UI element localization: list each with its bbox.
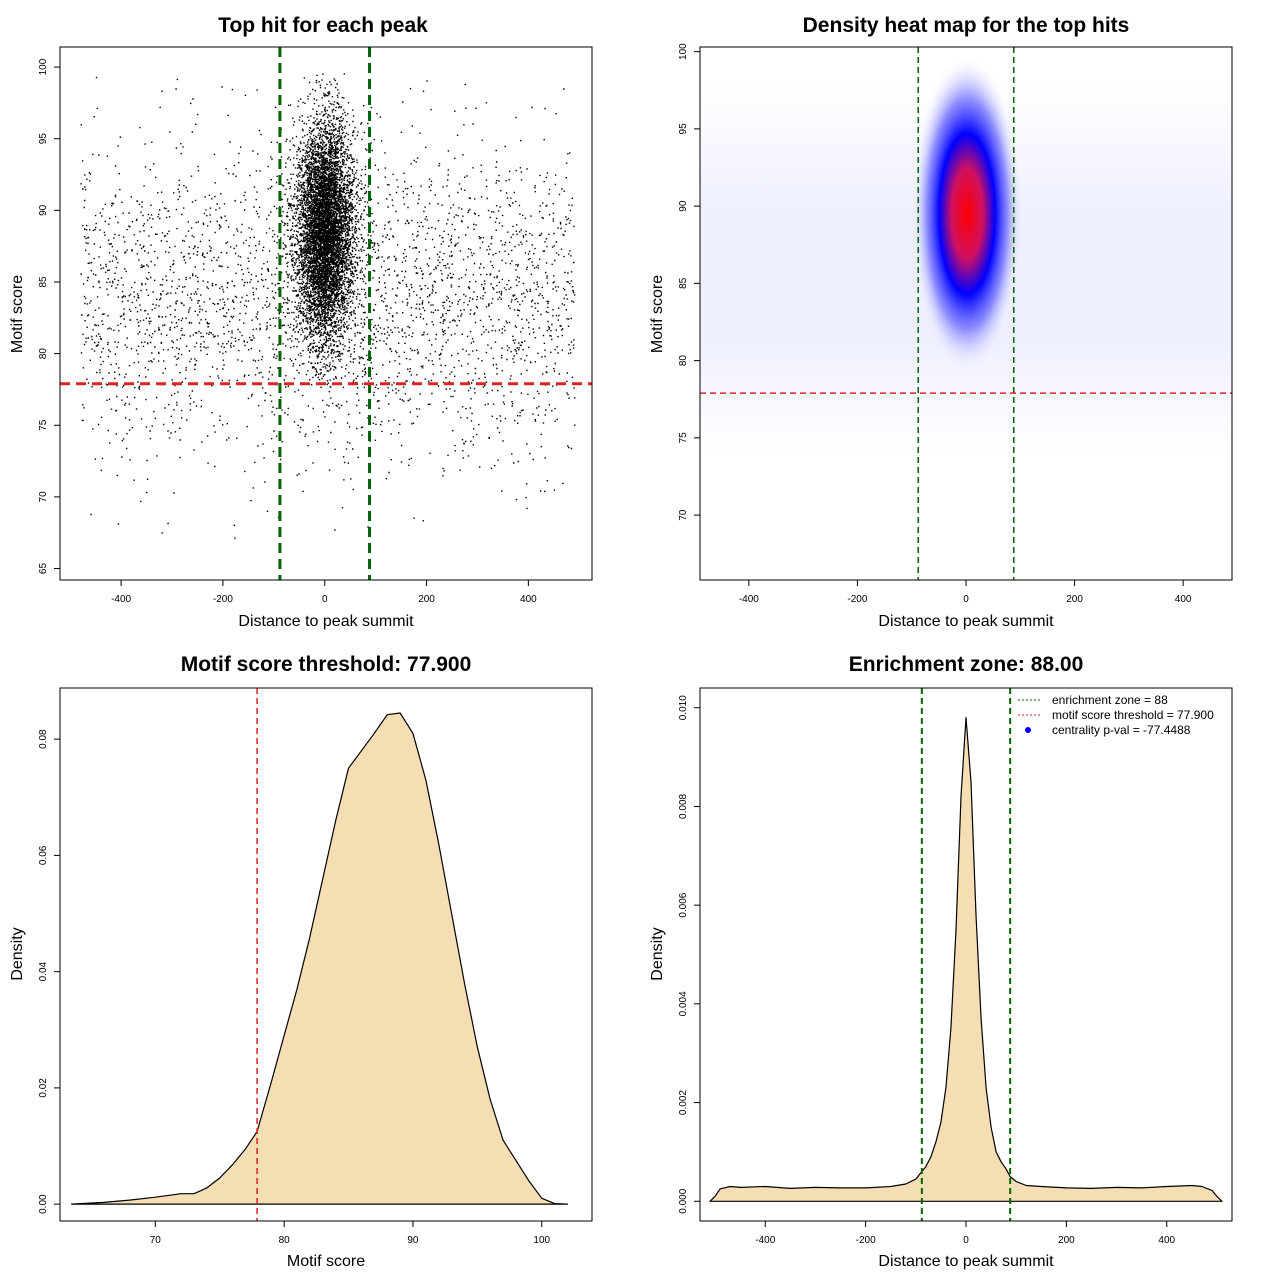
x-axis-label: Distance to peak summit (238, 613, 414, 630)
x-tick-label: 0 (963, 594, 969, 605)
x-tick-label: 400 (1175, 594, 1192, 605)
panel-distance-density: Enrichment zone: 88.00 -400 -200 0 200 400 0.… (649, 653, 1233, 1270)
y-tick-label: 90 (678, 200, 689, 212)
x-tick-label: 70 (150, 1235, 162, 1246)
chart-title: Top hit for each peak (218, 14, 428, 37)
x-tick-label: -200 (856, 1235, 876, 1246)
x-tick-label: 400 (1158, 1235, 1175, 1246)
y-tick-label: 75 (678, 432, 689, 444)
y-tick-label: 100 (678, 43, 689, 60)
y-tick-label: 85 (38, 276, 49, 288)
x-tick-label: 400 (520, 594, 537, 605)
x-tick-label: 0 (322, 594, 328, 605)
x-tick-label: -200 (213, 594, 233, 605)
y-tick-label: 80 (38, 348, 49, 360)
x-axis-label: Distance to peak summit (878, 1253, 1054, 1270)
y-tick-label: 0.002 (678, 1090, 689, 1115)
legend-entry-label: centrality p-val = -77.4488 (1052, 723, 1191, 737)
y-tick-label: 0.000 (678, 1188, 689, 1213)
density-area (709, 717, 1223, 1202)
x-tick-label: 200 (1066, 594, 1083, 605)
y-tick-label: 95 (678, 123, 689, 135)
y-tick-label: 0.006 (678, 892, 689, 917)
y-tick-label: 0.010 (678, 695, 689, 720)
scatter-points (80, 73, 576, 539)
panel-scatter: Top hit for each peak -400 -200 0 200 400 65 7… (9, 14, 593, 630)
chart-title: Density heat map for the top hits (803, 14, 1130, 37)
panel-score-density: Motif score threshold: 77.900 70 80 90 100 0… (9, 653, 593, 1270)
x-tick-label: -200 (847, 594, 867, 605)
x-tick-label: 80 (279, 1235, 291, 1246)
y-tick-label: 0.06 (38, 845, 49, 865)
y-tick-label: 0.02 (38, 1078, 49, 1098)
x-tick-label: 100 (533, 1235, 550, 1246)
x-tick-label: 200 (418, 594, 435, 605)
y-tick-label: 0.008 (678, 793, 689, 818)
legend-dot-symbol (1025, 727, 1031, 733)
y-tick-label: 65 (38, 563, 49, 575)
y-axis-label: Motif score (649, 275, 666, 353)
y-tick-label: 70 (38, 491, 49, 503)
y-tick-label: 0.08 (38, 729, 49, 749)
y-axis-label: Density (649, 927, 666, 980)
y-tick-label: 0.04 (38, 961, 49, 981)
chart-title: Motif score threshold: 77.900 (181, 653, 472, 676)
y-tick-label: 100 (38, 58, 49, 75)
y-tick-label: 80 (678, 355, 689, 367)
legend-entry-label: enrichment zone = 88 (1052, 693, 1168, 707)
y-tick-label: 70 (678, 509, 689, 521)
x-tick-label: 0 (963, 1235, 969, 1246)
x-axis-label: Motif score (287, 1253, 365, 1270)
y-tick-label: 0.00 (38, 1194, 49, 1214)
y-tick-label: 85 (678, 277, 689, 289)
y-tick-label: 75 (38, 419, 49, 431)
x-tick-label: -400 (111, 594, 131, 605)
panel-heatmap: Density heat map for the top hits -400 -2… (649, 14, 1233, 630)
plot-frame (59, 46, 593, 581)
x-tick-label: 200 (1058, 1235, 1075, 1246)
y-tick-label: 0.004 (678, 991, 689, 1016)
chart-title: Enrichment zone: 88.00 (849, 653, 1084, 676)
y-axis-label: Density (9, 927, 26, 980)
x-axis-label: Distance to peak summit (878, 613, 1054, 630)
density-area (71, 712, 569, 1205)
y-tick-label: 90 (38, 204, 49, 216)
plot-frame (59, 687, 593, 1222)
y-tick-label: 95 (38, 133, 49, 145)
y-axis-label: Motif score (9, 275, 26, 353)
heatmap-hotspot (911, 53, 1024, 374)
x-tick-label: -400 (755, 1235, 775, 1246)
x-tick-label: -400 (739, 594, 759, 605)
legend-entry-label: motif score threshold = 77.900 (1052, 708, 1214, 722)
x-tick-label: 90 (407, 1235, 419, 1246)
